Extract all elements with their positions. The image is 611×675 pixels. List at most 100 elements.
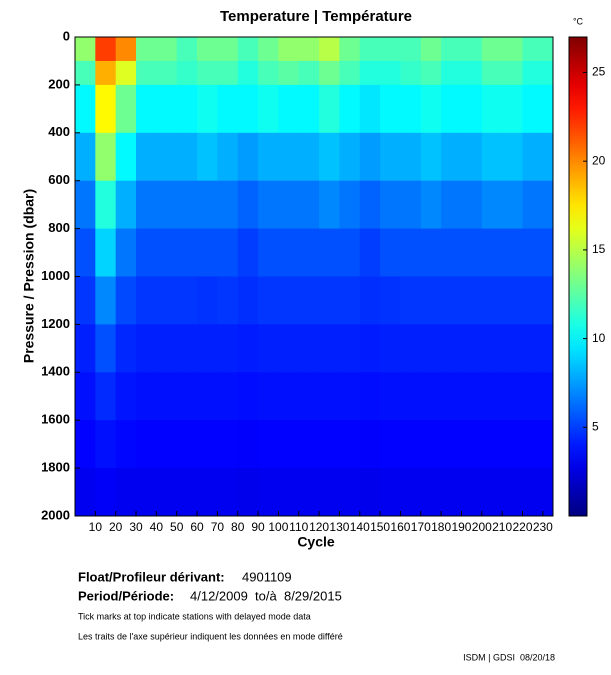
heatmap-cell <box>95 420 117 469</box>
heatmap-cell <box>359 60 381 86</box>
heatmap-cell <box>461 276 483 325</box>
heatmap-cell <box>542 420 554 469</box>
heatmap-cell <box>176 420 198 469</box>
heatmap-cell <box>542 180 554 230</box>
heatmap-cell <box>115 468 137 517</box>
heatmap-cell <box>502 37 523 62</box>
heatmap-cell <box>359 132 381 182</box>
heatmap-cell <box>522 372 544 421</box>
colorbar <box>568 36 588 517</box>
heatmap-cell <box>319 180 340 230</box>
colorbar-tick-label: 15 <box>592 242 606 256</box>
heatmap-cell <box>400 37 422 62</box>
heatmap-cell <box>156 324 178 373</box>
heatmap-cell <box>339 228 361 277</box>
heatmap-cell <box>75 228 96 277</box>
heatmap-cell <box>115 324 137 373</box>
heatmap-cell <box>461 37 483 62</box>
heatmap-cell <box>75 324 96 373</box>
heatmap-cell <box>522 228 544 277</box>
heatmap-cell <box>542 37 554 62</box>
x-tick-label: 190 <box>451 520 471 534</box>
heatmap-cell <box>197 60 218 86</box>
heatmap-cell <box>278 37 300 62</box>
heatmap-cell <box>75 420 96 469</box>
heatmap-cell <box>115 228 137 277</box>
heatmap-cell <box>420 420 442 469</box>
heatmap-cell <box>156 180 178 230</box>
y-tick-label: 1200 <box>41 316 70 331</box>
heatmap-cell <box>115 60 137 86</box>
heatmap-cell <box>542 276 554 325</box>
heatmap-cell <box>461 132 483 182</box>
heatmap-cell <box>522 324 544 373</box>
heatmap-cell <box>380 60 401 86</box>
heatmap-cell <box>176 84 198 134</box>
heatmap-cell <box>75 180 96 230</box>
heatmap-cell <box>502 420 523 469</box>
heatmap-cell <box>176 324 198 373</box>
heatmap-cell <box>502 276 523 325</box>
heatmap-cell <box>237 228 259 277</box>
heatmap-cell <box>75 132 96 182</box>
heatmap-cell <box>339 372 361 421</box>
heatmap-cell <box>359 180 381 230</box>
heatmap-cell <box>75 84 96 134</box>
heatmap-cell <box>319 372 340 421</box>
heatmap-cell <box>197 276 218 325</box>
colorbar-tick-label: 25 <box>592 65 606 79</box>
heatmap-cell <box>441 37 462 62</box>
heatmap-cell <box>298 84 320 134</box>
x-tick-label: 60 <box>190 520 204 534</box>
heatmap-cell <box>461 372 483 421</box>
heatmap-cell <box>95 84 117 134</box>
heatmap-cell <box>278 420 300 469</box>
heatmap-cell <box>217 37 239 62</box>
heatmap-cell <box>75 276 96 325</box>
heatmap-cell <box>522 420 544 469</box>
heatmap-cell <box>441 84 462 134</box>
heatmap-cell <box>258 276 279 325</box>
heatmap-cell <box>136 324 157 373</box>
heatmap-cell <box>298 372 320 421</box>
heatmap-cell <box>481 132 503 182</box>
heatmap-cell <box>441 132 462 182</box>
heatmap-cell <box>237 276 259 325</box>
heatmap-cell <box>115 180 137 230</box>
heatmap-cell <box>258 324 279 373</box>
heatmap-cell <box>115 372 137 421</box>
heatmap-cell <box>502 180 523 230</box>
heatmap-cell <box>522 468 544 517</box>
heatmap-cell <box>400 420 422 469</box>
x-axis-label: Cycle <box>297 534 335 550</box>
heatmap-cell <box>481 180 503 230</box>
heatmap-cell <box>278 84 300 134</box>
heatmap-cell <box>461 180 483 230</box>
heatmap-cell <box>542 228 554 277</box>
heatmap-cell <box>319 228 340 277</box>
heatmap-cell <box>481 60 503 86</box>
heatmap-cell <box>258 228 279 277</box>
heatmap-cell <box>502 324 523 373</box>
y-tick-label: 0 <box>63 28 70 43</box>
heatmap-cell <box>339 324 361 373</box>
heatmap-cell <box>217 228 239 277</box>
heatmap-cell <box>95 180 117 230</box>
y-tick-label: 1600 <box>41 412 70 427</box>
heatmap-cell <box>237 468 259 517</box>
heatmap-cell <box>237 132 259 182</box>
heatmap-cell <box>339 180 361 230</box>
heatmap-cell <box>380 276 401 325</box>
heatmap-cell <box>176 228 198 277</box>
heatmap-cell <box>258 180 279 230</box>
y-tick-label: 2000 <box>41 507 70 522</box>
heatmap-cell <box>542 324 554 373</box>
heatmap-cell <box>380 132 401 182</box>
heatmap-cell <box>95 276 117 325</box>
heatmap-cell <box>197 180 218 230</box>
heatmap-cell <box>115 84 137 134</box>
heatmap-cell <box>522 276 544 325</box>
period-label: Period/Période: <box>78 588 174 603</box>
